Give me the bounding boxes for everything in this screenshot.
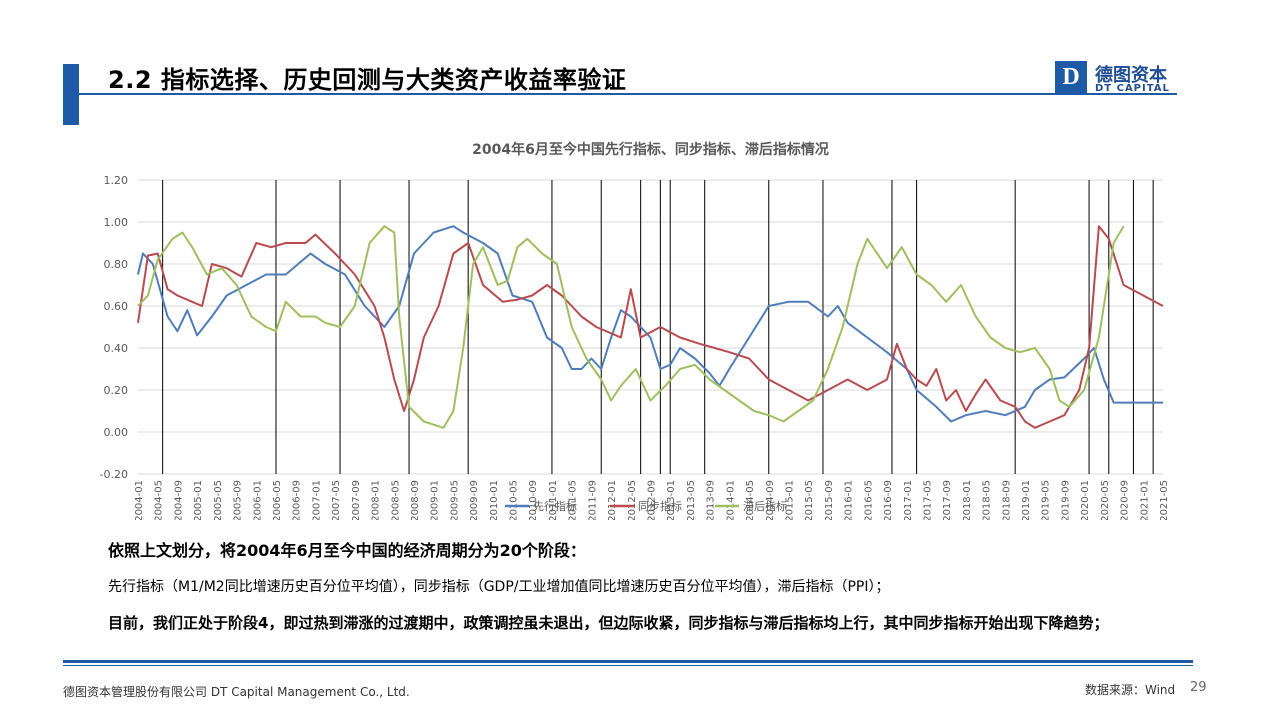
indicator-definitions: 先行指标（M1/M2同比增速历史百分位平均值），同步指标（GDP/工业增加值同比…: [108, 579, 890, 595]
x-tick-label: 2015-05: [804, 480, 815, 520]
y-tick-label: 0.20: [104, 384, 129, 397]
title-divider: [79, 93, 1177, 95]
x-tick-label: 2019-01: [1021, 480, 1032, 520]
x-tick-label: 2010-05: [509, 480, 520, 520]
footer-company: 德图资本管理股份有限公司 DT Capital Management Co., …: [63, 685, 410, 699]
x-tick-label: 2008-01: [371, 480, 382, 520]
x-tick-label: 2004-09: [173, 480, 184, 520]
legend-label-2: 同步指标: [638, 499, 682, 513]
x-tick-label: 2011-09: [587, 480, 598, 520]
x-tick-label: 2020-09: [1120, 480, 1131, 520]
legend-label-3: 滞后指标: [743, 499, 787, 513]
x-tick-label: 2012-01: [607, 480, 618, 520]
series-line-2: [137, 225, 1164, 429]
logo-english-name: DT CAPITAL: [1095, 83, 1170, 94]
current-phase-note: 目前，我们正处于阶段4，即过热到滞涨的过渡期中，政策调控虽未退出，但边际收紧，同…: [108, 614, 1109, 632]
x-tick-label: 2014-09: [765, 480, 776, 520]
x-tick-label: 2014-05: [745, 480, 756, 520]
x-tick-label: 2010-01: [489, 480, 500, 520]
x-tick-label: 2012-09: [647, 480, 658, 520]
logo-chinese-name: 德图资本: [1095, 65, 1167, 86]
y-tick-label: 0.80: [104, 258, 129, 271]
x-tick-label: 2011-05: [568, 480, 579, 520]
x-tick-label: 2011-01: [548, 480, 559, 520]
x-tick-label: 2005-05: [213, 480, 224, 520]
x-tick-label: 2008-09: [410, 480, 421, 520]
y-tick-label: 1.00: [104, 216, 129, 229]
x-tick-label: 2017-01: [903, 480, 914, 520]
x-tick-label: 2020-05: [1100, 480, 1111, 520]
company-logo: D 德图资本 DT CAPITAL: [1055, 61, 1185, 97]
x-tick-label: 2012-05: [627, 480, 638, 520]
logo-mark-icon: D: [1055, 61, 1087, 93]
x-tick-label: 2016-09: [883, 480, 894, 520]
x-tick-label: 2006-05: [272, 480, 283, 520]
x-tick-label: 2007-01: [311, 480, 322, 520]
x-tick-label: 2017-05: [922, 480, 933, 520]
x-tick-label: 2013-05: [686, 480, 697, 520]
x-tick-label: 2019-05: [1041, 480, 1052, 520]
x-tick-label: 2006-01: [252, 480, 263, 520]
data-source: 数据来源：Wind: [1085, 683, 1176, 697]
x-tick-label: 2021-01: [1139, 480, 1150, 520]
x-tick-label: 2007-09: [351, 480, 362, 520]
phase-heading: 依照上文划分，将2004年6月至今中国的经济周期分为20个阶段：: [108, 541, 586, 560]
chart-title: 2004年6月至今中国先行指标、同步指标、滞后指标情况: [472, 141, 829, 158]
y-tick-label: -0.20: [100, 468, 128, 481]
x-tick-label: 2004-01: [134, 480, 145, 520]
x-tick-label: 2008-05: [390, 480, 401, 520]
x-tick-label: 2006-09: [292, 480, 303, 520]
x-tick-label: 2015-09: [824, 480, 835, 520]
x-tick-label: 2005-09: [233, 480, 244, 520]
x-tick-label: 2009-01: [430, 480, 441, 520]
footer-divider-thin: [63, 665, 1193, 666]
series-line-1: [137, 225, 1163, 423]
x-tick-label: 2015-01: [784, 480, 795, 520]
page-number: 29: [1190, 680, 1207, 695]
x-tick-label: 2021-05: [1159, 480, 1170, 520]
x-tick-label: 2018-05: [982, 480, 993, 520]
x-tick-label: 2013-09: [706, 480, 717, 520]
x-tick-label: 2019-09: [1060, 480, 1071, 520]
x-tick-label: 2016-01: [844, 480, 855, 520]
y-tick-label: 1.20: [104, 174, 129, 187]
x-tick-label: 2017-09: [942, 480, 953, 520]
y-tick-label: 0.40: [104, 342, 129, 355]
x-tick-label: 2004-05: [154, 480, 165, 520]
series-line-3: [137, 225, 1125, 429]
x-tick-label: 2016-05: [863, 480, 874, 520]
y-tick-label: 0.00: [104, 426, 129, 439]
x-tick-label: 2005-01: [193, 480, 204, 520]
x-tick-label: 2010-09: [528, 480, 539, 520]
x-tick-label: 2009-09: [469, 480, 480, 520]
y-tick-label: 0.60: [104, 300, 129, 313]
x-tick-label: 2018-09: [1001, 480, 1012, 520]
x-tick-label: 2014-01: [725, 480, 736, 520]
x-tick-label: 2009-05: [449, 480, 460, 520]
indicator-line-chart: 2004年6月至今中国先行指标、同步指标、滞后指标情况 1.20 1.00 0.80 0…: [100, 141, 1170, 520]
x-tick-label: 2020-01: [1080, 480, 1091, 520]
legend-label-1: 先行指标: [533, 499, 577, 513]
x-tick-label: 2013-01: [666, 480, 677, 520]
page-title: 2.2 指标选择、历史回测与大类资产收益率验证: [108, 66, 627, 94]
x-tick-label: 2018-01: [962, 480, 973, 520]
footer-divider: [63, 660, 1193, 663]
x-tick-label: 2007-05: [331, 480, 342, 520]
title-accent-bar: [63, 64, 79, 125]
